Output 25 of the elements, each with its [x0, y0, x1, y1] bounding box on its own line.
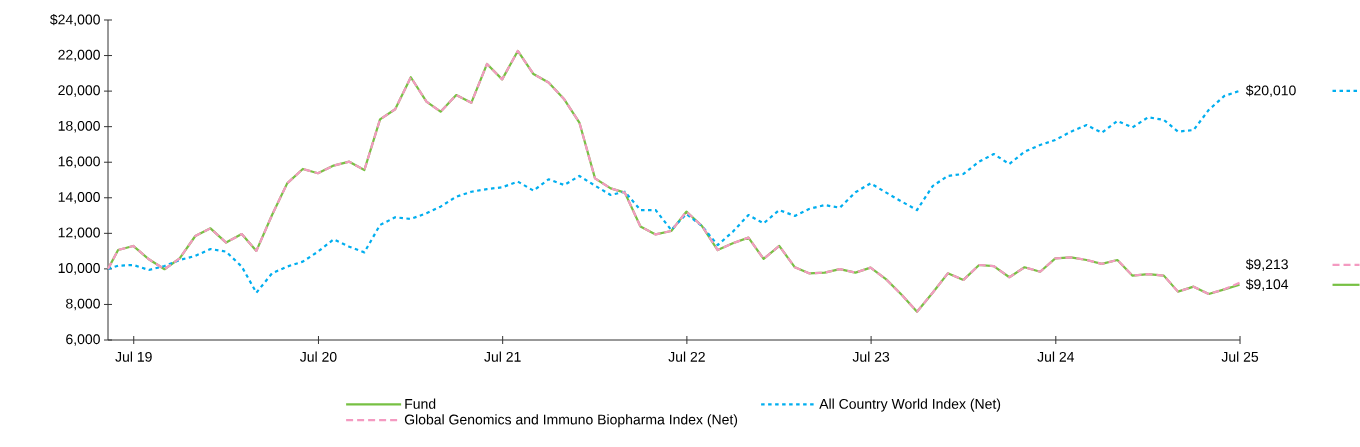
x-tick-label: Jul 20 — [300, 351, 337, 362]
y-tick-label: 10,000 — [58, 263, 100, 275]
legend-label: All Country World Index (Net) — [819, 398, 1001, 412]
data-label: $9,104 — [1245, 278, 1289, 291]
x-tick-label: Jul 23 — [852, 351, 890, 362]
x-tick-label: Jul 25 — [1221, 351, 1259, 362]
legend-label: Global Genomics and Immuno Biopharma Index (Net) — [404, 414, 738, 428]
line-series — [106, 49, 1241, 313]
y-tick-label: 8,000 — [66, 298, 100, 311]
data-label: $9,213 — [1245, 258, 1288, 271]
y-tick-label: $24,000 — [50, 13, 100, 27]
y-tick-label: 18,000 — [58, 120, 100, 133]
x-tick-label: Jul 19 — [115, 351, 152, 362]
y-tick-label: 6,000 — [66, 334, 100, 346]
x-tick-label: Jul 24 — [1037, 351, 1075, 362]
y-tick-label: 20,000 — [58, 85, 100, 97]
y-tick-label: 16,000 — [58, 156, 100, 169]
y-tick-label: 14,000 — [58, 191, 100, 204]
y-tick-label: 12,000 — [58, 227, 100, 240]
legend-label: Fund — [405, 398, 436, 409]
x-tick-label: Jul 22 — [668, 351, 705, 362]
data-label: $20,010 — [1245, 84, 1296, 98]
line-series — [106, 89, 1241, 294]
y-tick-label: 22,000 — [58, 49, 100, 62]
x-tick-label: Jul 21 — [484, 351, 521, 362]
